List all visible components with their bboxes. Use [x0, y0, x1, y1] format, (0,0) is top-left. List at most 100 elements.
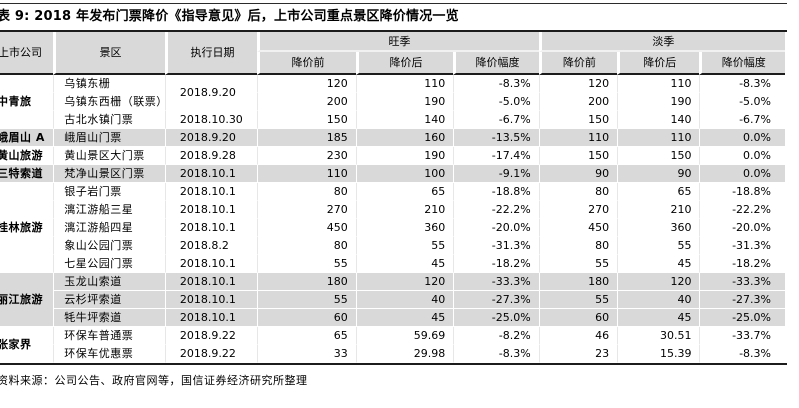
cell-company: 黄山旅游	[0, 147, 54, 165]
cell-peak-after: 55	[355, 237, 454, 255]
cell-peak-after: 160	[355, 129, 454, 147]
cell-peak-after: 360	[355, 219, 454, 237]
table-header: 上市公司 景区 执行日期 旺季 淡季 降价前 降价后 降价幅度 降价前 降价后 …	[0, 32, 785, 75]
cell-peak-before: 110	[257, 165, 356, 183]
cell-spot: 银子岩门票	[53, 183, 165, 201]
cell-off-range: -8.3%	[699, 75, 785, 93]
cell-peak-range: -9.1%	[453, 165, 539, 183]
cell-peak-range: -8.2%	[453, 327, 539, 345]
cell-company: 中青旅	[0, 75, 54, 129]
cell-peak-range: -27.3%	[453, 291, 539, 309]
cell-off-before: 55	[538, 291, 618, 309]
cell-date: 2018.10.1	[164, 273, 258, 291]
cell-peak-before: 55	[257, 291, 356, 309]
cell-off-after: 110	[617, 75, 700, 93]
cell-peak-after: 190	[355, 93, 454, 111]
table-row: 漓江游船三星 2018.10.1 270 210 -22.2% 270 210 -22.2%	[0, 201, 785, 219]
cell-date: 2018.9.20	[164, 75, 258, 111]
cell-spot: 环保车优惠票	[53, 345, 165, 363]
cell-off-after: 110	[617, 129, 700, 147]
header-row-seasons: 上市公司 景区 执行日期 旺季 淡季	[0, 32, 785, 75]
cell-date: 2018.10.1	[164, 201, 258, 219]
cell-off-range: -31.3%	[699, 237, 785, 255]
cell-peak-after: 110	[355, 75, 454, 93]
cell-peak-range: -25.0%	[453, 309, 539, 327]
cell-date: 2018.10.30	[164, 111, 258, 129]
col-header-spot: 景区	[53, 32, 165, 75]
col-header-off-season: 淡季	[538, 32, 785, 52]
col-header-off-before: 降价前	[538, 52, 618, 75]
cell-spot: 漓江游船四星	[53, 219, 165, 237]
cell-spot: 象山公园门票	[53, 237, 165, 255]
cell-off-before: 80	[538, 237, 618, 255]
cell-off-before: 150	[538, 147, 618, 165]
cell-spot: 玉龙山索道	[53, 273, 165, 291]
table-row: 黄山旅游 黄山景区大门票 2018.9.28 230 190 -17.4% 150 150 0.…	[0, 147, 785, 165]
cell-peak-after: 120	[355, 273, 454, 291]
cell-off-before: 55	[538, 255, 618, 273]
cell-off-range: -33.3%	[699, 273, 785, 291]
col-header-peak-range: 降价幅度	[453, 52, 539, 75]
cell-peak-before: 270	[257, 201, 356, 219]
cell-off-before: 110	[538, 129, 618, 147]
cell-off-before: 80	[538, 183, 618, 201]
cell-off-after: 360	[617, 219, 700, 237]
cell-peak-before: 65	[257, 327, 356, 345]
cell-spot: 古北水镇门票	[53, 111, 165, 129]
cell-off-after: 140	[617, 111, 700, 129]
cell-off-before: 180	[538, 273, 618, 291]
cell-peak-after: 29.98	[355, 345, 454, 363]
cell-peak-after: 45	[355, 309, 454, 327]
cell-off-range: -22.2%	[699, 201, 785, 219]
cell-date: 2018.10.1	[164, 291, 258, 309]
col-header-peak-before: 降价前	[257, 52, 356, 75]
cell-off-after: 40	[617, 291, 700, 309]
cell-spot: 环保车普通票	[53, 327, 165, 345]
cell-company: 丽江旅游	[0, 273, 54, 327]
cell-off-range: -27.3%	[699, 291, 785, 309]
cell-spot: 峨眉山门票	[53, 129, 165, 147]
header-row-subcolumns: 降价前 降价后 降价幅度 降价前 降价后 降价幅度	[0, 52, 785, 75]
cell-peak-before: 200	[257, 93, 356, 111]
cell-peak-range: -20.0%	[453, 219, 539, 237]
price-cut-table: 上市公司 景区 执行日期 旺季 淡季 降价前 降价后 降价幅度 降价前 降价后 …	[0, 32, 785, 363]
cell-company: 峨眉山 A	[0, 129, 54, 147]
table-row: 三特索道 梵净山景区门票 2018.10.1 110 100 -9.1% 90 90 0.0%	[0, 165, 785, 183]
table-row: 古北水镇门票 2018.10.30 150 140 -6.7% 150 140 -6.7%	[0, 111, 785, 129]
cell-peak-after: 100	[355, 165, 454, 183]
cell-peak-before: 450	[257, 219, 356, 237]
cell-off-range: 0.0%	[699, 147, 785, 165]
cell-peak-before: 60	[257, 309, 356, 327]
table-row: 张家界 环保车普通票 2018.9.22 65 59.69 -8.2% 46 30.51 -33…	[0, 327, 785, 363]
table-top-rule	[0, 30, 787, 32]
cell-spot: 七星公园门票	[53, 255, 165, 273]
cell-peak-after: 59.69	[355, 327, 454, 345]
cell-off-range: -25.0%	[699, 309, 785, 327]
cell-off-before: 120	[538, 75, 618, 93]
table-row: 丽江旅游 玉龙山索道 2018.10.1 180 120 -33.3% 180 120 -33.…	[0, 273, 785, 327]
cell-peak-range: -33.3%	[453, 273, 539, 291]
cell-peak-before: 150	[257, 111, 356, 129]
table-row: 乌镇东西栅（联票） 200 190 -5.0% 200 190 -5.0%	[0, 93, 785, 111]
cell-date: 2018.10.1	[164, 255, 258, 273]
cell-off-range: 0.0%	[699, 165, 785, 183]
cell-spot: 云杉坪索道	[53, 291, 165, 309]
cell-peak-after: 140	[355, 111, 454, 129]
cell-off-range: -8.3%	[699, 345, 785, 363]
cell-peak-before: 33	[257, 345, 356, 363]
table-row: 桂林旅游 银子岩门票 2018.10.1 80 65 -18.8% 80 65 -18.8%	[0, 183, 785, 273]
cell-peak-range: -8.3%	[453, 345, 539, 363]
cell-off-after: 210	[617, 201, 700, 219]
table-row: 云杉坪索道 2018.10.1 55 40 -27.3% 55 40 -27.3%	[0, 291, 785, 309]
cell-peak-before: 230	[257, 147, 356, 165]
cell-peak-range: -17.4%	[453, 147, 539, 165]
cell-off-range: -6.7%	[699, 111, 785, 129]
table-body: 中青旅 乌镇东栅 2018.9.20 120 110 -8.3% 120 110 -8.3% 乌镇…	[0, 75, 785, 363]
cell-off-range: 0.0%	[699, 129, 785, 147]
cell-peak-after: 45	[355, 255, 454, 273]
cell-peak-range: -31.3%	[453, 237, 539, 255]
top-rule	[0, 3, 787, 4]
cell-date: 2018.9.20	[164, 129, 258, 147]
cell-off-after: 30.51	[617, 327, 700, 345]
cell-spot: 梵净山景区门票	[53, 165, 165, 183]
